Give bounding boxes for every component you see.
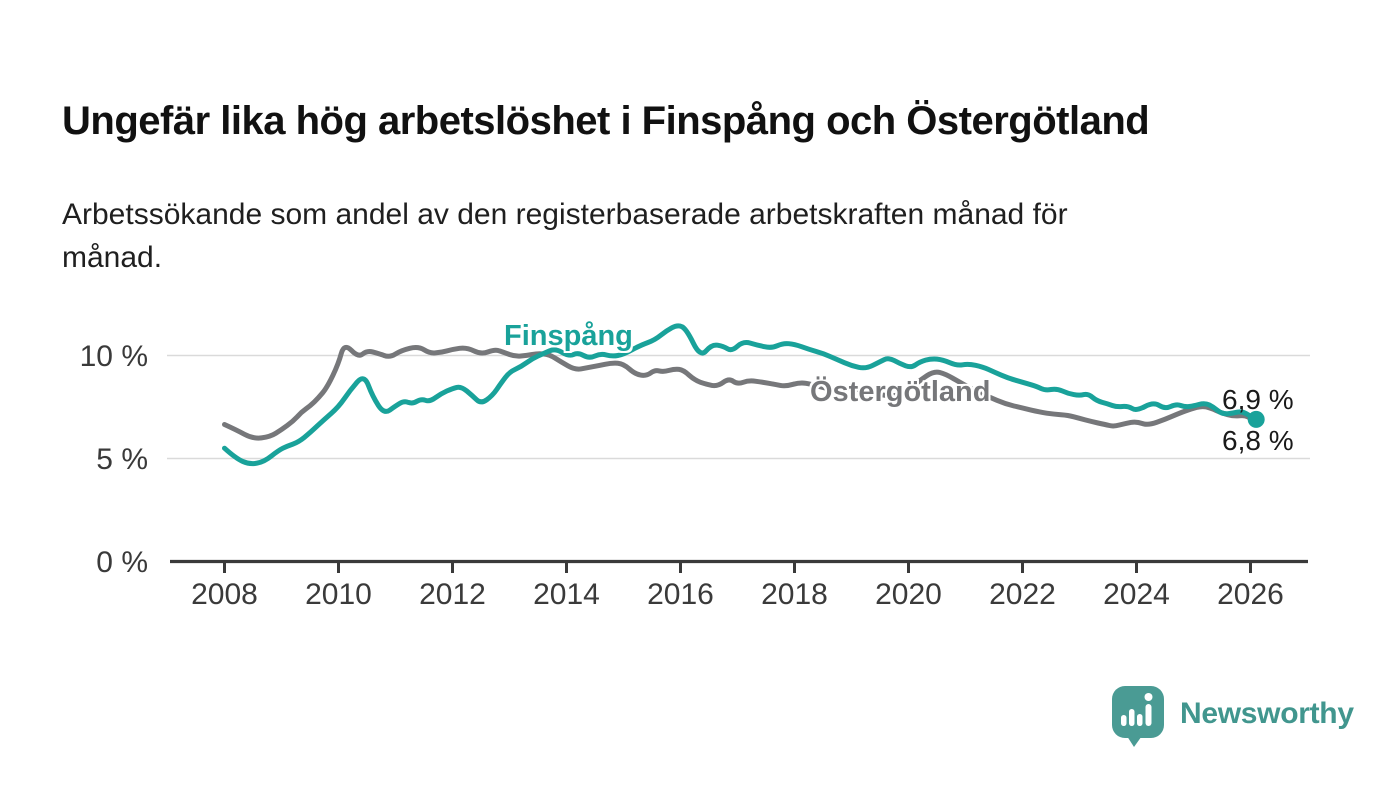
x-tick-label: 2012 [419, 578, 486, 611]
page-title: Ungefär lika hög arbetslöshet i Finspång… [62, 98, 1150, 143]
y-tick-label: 5 % [96, 442, 148, 476]
bar-chart-glyph [1121, 693, 1153, 726]
series-label-ostergotland: Östergötland [810, 376, 991, 408]
newsworthy-logo-text: Newsworthy [1180, 697, 1354, 730]
series-label-finspang: Finspång [504, 320, 633, 352]
x-tick-label: 2010 [305, 578, 372, 611]
x-tick-label: 2014 [533, 578, 600, 611]
newsworthy-branding: Newsworthy [1112, 686, 1354, 748]
x-tick-label: 2020 [875, 578, 942, 611]
page-subtitle: Arbetssökande som andel av den registerb… [62, 198, 1068, 274]
x-tick-label: 2018 [761, 578, 828, 611]
y-tick-label: 0 % [96, 545, 148, 579]
x-tick-label: 2008 [191, 578, 258, 611]
end-value-ostergotland: 6,8 % [1222, 425, 1294, 456]
y-tick-label: 10 % [79, 339, 148, 373]
newsworthy-logo-icon [1112, 686, 1164, 747]
end-value-finspang: 6,9 % [1222, 384, 1294, 415]
x-tick-label: 2022 [989, 578, 1056, 611]
x-tick-label: 2024 [1103, 578, 1170, 611]
x-tick-label: 2016 [647, 578, 714, 611]
x-tick-label: 2026 [1217, 578, 1284, 611]
